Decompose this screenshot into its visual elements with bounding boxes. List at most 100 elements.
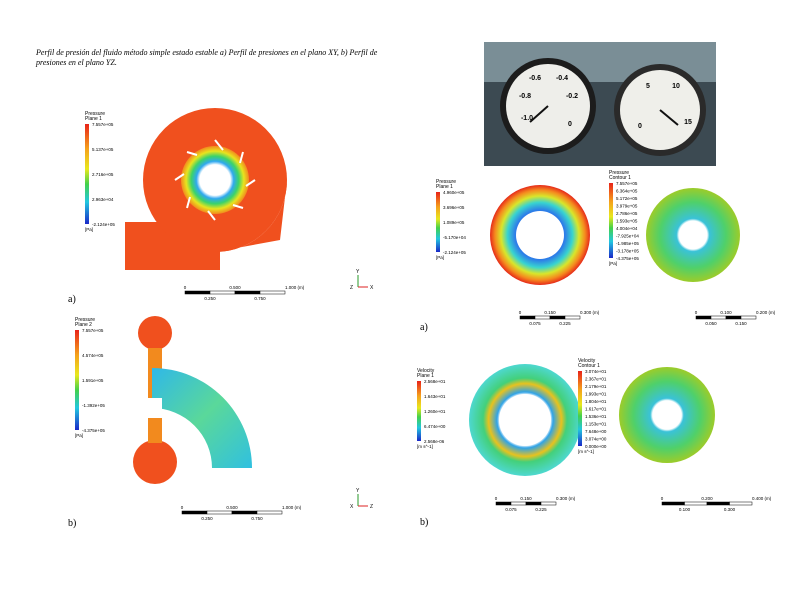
legend-title: Pressure (436, 179, 456, 185)
legend-tick: 6.474e+00 (424, 424, 446, 429)
legend-subtitle: Plane 1 (436, 184, 453, 190)
volute-xy (125, 108, 287, 270)
legend-title: Velocity (417, 368, 435, 374)
scale-label: 0.150 (544, 310, 556, 315)
legend-tick: 7.648e+00 (585, 429, 607, 434)
legend-subtitle: Plane 2 (75, 322, 92, 328)
scale-label: 0.225 (559, 321, 571, 326)
gauge-number: 15 (684, 119, 692, 126)
scale-bar (234, 290, 261, 295)
color-bar (436, 192, 440, 252)
scale-bar (706, 501, 730, 506)
legend-subtitle: Contour 1 (578, 363, 600, 369)
scale-bar (534, 315, 551, 320)
scale-bar (525, 501, 542, 506)
caption: Perfil de presión del fluido método simp… (36, 48, 378, 67)
scale-label: 0.050 (705, 321, 717, 326)
scale-bar (725, 315, 742, 320)
scale-label: 0.250 (201, 516, 213, 521)
scale-bar (495, 501, 512, 506)
scale-label: 0.500 (229, 285, 241, 290)
legend-tick: -2.124e+05 (92, 222, 115, 227)
scale-bar (209, 290, 236, 295)
scale-bar (695, 315, 712, 320)
legend-tick: 1.643e+01 (424, 394, 446, 399)
scale-label: 0.300 (m) (556, 496, 576, 501)
legend-title: Pressure (75, 317, 95, 323)
legend-title: Velocity (578, 358, 596, 364)
scale-bar (684, 501, 708, 506)
legend-tick: 2.786e+05 (616, 211, 638, 216)
scale-label: 0.400 (m) (752, 496, 772, 501)
gauge-photo (484, 42, 716, 166)
legend-tick: 5.172e+05 (616, 196, 638, 201)
legend-tick: 1.260e+01 (424, 409, 446, 414)
legend-tick: 2.963e+04 (92, 197, 114, 202)
gauge-number: 0 (638, 123, 642, 130)
scale-label: 1.000 (m) (282, 505, 302, 510)
panel-label: a) (68, 294, 76, 305)
scale-label: 0 (181, 505, 184, 510)
legend-tick: 3.696e+05 (443, 205, 465, 210)
scale-bar (740, 315, 757, 320)
scale-label: 0 (519, 310, 522, 315)
scale-bar (181, 510, 208, 515)
legend-tick: -7.925e+04 (616, 234, 639, 239)
axis-label: Z (370, 504, 373, 510)
legend-tick: 2.716e+05 (92, 172, 114, 177)
legend-tick: 5.137e+05 (92, 147, 114, 152)
legend-tick: -1.985e+05 (616, 241, 639, 246)
scale-bar (549, 315, 566, 320)
color-bar (85, 124, 89, 224)
impeller-hub (516, 211, 564, 259)
impeller-hub (499, 394, 551, 446)
axis-label: Y (356, 488, 360, 494)
legend-tick: -4.375e+05 (616, 256, 639, 261)
scale-label: 0.750 (251, 516, 263, 521)
legend-tick: 0.000e+00 (585, 444, 607, 449)
legend-subtitle: Contour 1 (609, 175, 631, 181)
legend-tick: 2.179e+01 (585, 384, 607, 389)
axis-label: Y (356, 269, 360, 275)
legend-tick: 1.804e+01 (585, 399, 607, 404)
scale-bar (231, 510, 258, 515)
gauge-number: -0.2 (566, 93, 578, 100)
scale-label: 0.300 (724, 507, 736, 512)
scale-label: 0.200 (701, 496, 713, 501)
color-bar (75, 330, 79, 430)
legend-tick: -4.375e+05 (82, 428, 105, 433)
scale-label: 0.100 (720, 310, 732, 315)
legend-tick: 7.557e+05 (82, 328, 104, 333)
scale-label: 0.750 (254, 296, 266, 301)
scale-label: 0 (695, 310, 698, 315)
scale-bar (259, 290, 286, 295)
legend-tick: 1.617e+01 (585, 407, 607, 412)
scale-bar (184, 290, 211, 295)
legend-tick: 4.960e+05 (443, 190, 465, 195)
legend-tick: 2.568e-06 (424, 439, 445, 444)
scale-bar (710, 315, 727, 320)
scale-bar (256, 510, 283, 515)
impeller-3d (646, 188, 740, 282)
color-bar (609, 183, 613, 258)
legend-tick: 3.979e+05 (616, 204, 638, 209)
scale-bar (510, 501, 527, 506)
gauge-number: -0.4 (556, 75, 568, 82)
legend-unit: [m s^-1] (417, 444, 433, 449)
scale-label: 0.150 (735, 321, 747, 326)
axis-label: Z (350, 285, 353, 291)
axis-label: X (350, 504, 354, 510)
legend-tick: -3.178e+05 (616, 249, 639, 254)
impeller-3d (619, 367, 715, 463)
gauge-number: -0.8 (519, 93, 531, 100)
scale-label: 0.200 (m) (756, 310, 776, 315)
scale-label: 0 (495, 496, 498, 501)
legend-tick: 2.367e+01 (585, 377, 607, 382)
legend-subtitle: Plane 1 (417, 373, 434, 379)
scale-bar (729, 501, 753, 506)
legend-title: Pressure (609, 170, 629, 176)
scale-label: 0.500 (226, 505, 238, 510)
legend-unit: [Pa] (436, 255, 444, 260)
scale-label: 0.075 (505, 507, 517, 512)
